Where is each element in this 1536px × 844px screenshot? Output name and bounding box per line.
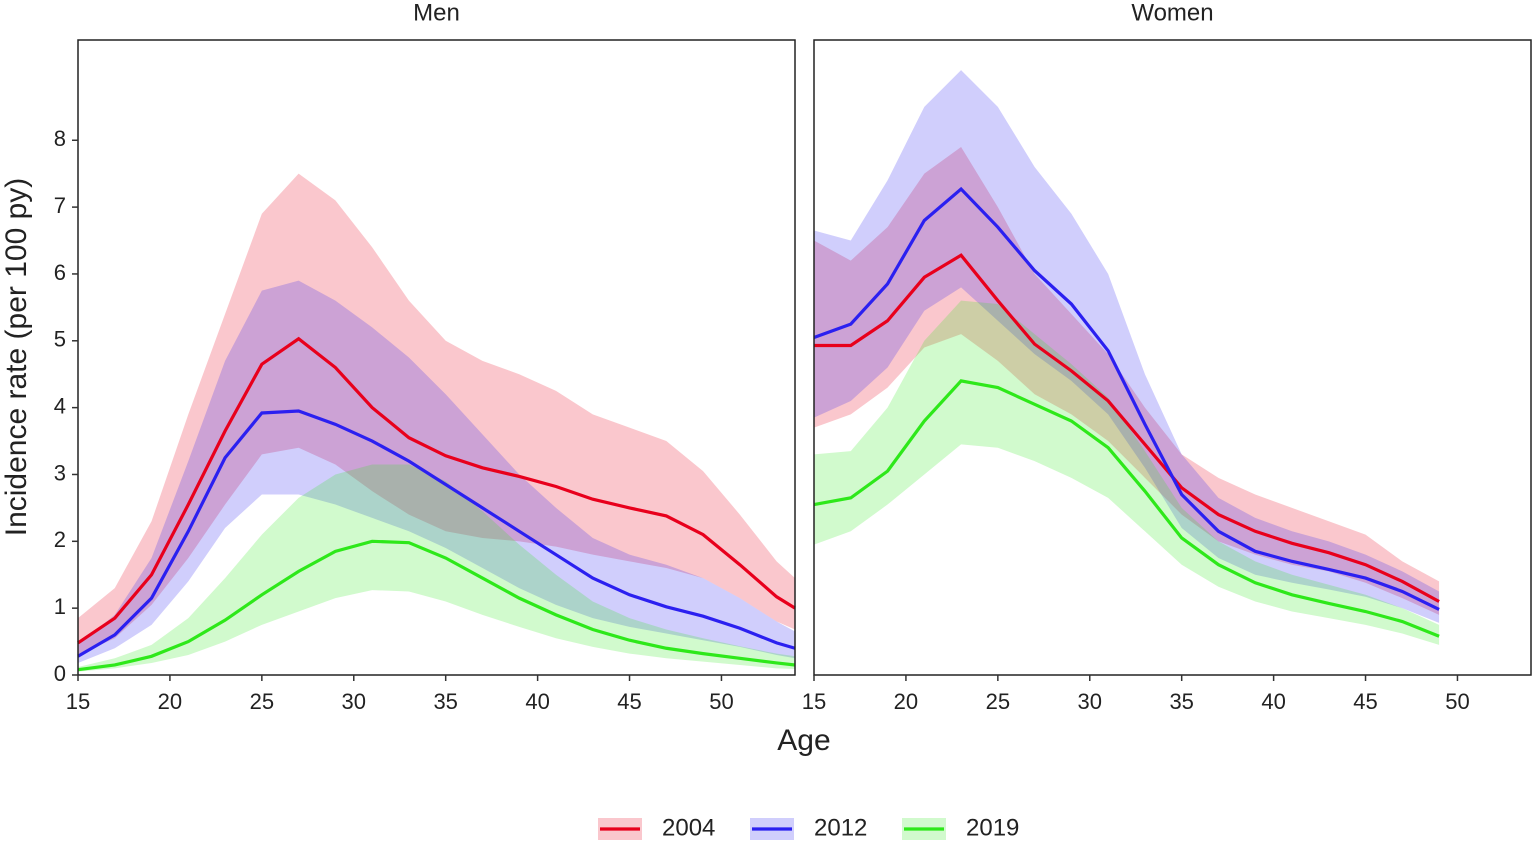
legend-label: 2012 bbox=[814, 814, 867, 841]
legend-label: 2004 bbox=[662, 814, 715, 841]
panel-border bbox=[77, 39, 796, 676]
confidence-band bbox=[78, 464, 795, 672]
x-tick-label: 40 bbox=[1261, 689, 1285, 714]
x-tick-label: 30 bbox=[1078, 689, 1102, 714]
x-tick-label: 30 bbox=[342, 689, 366, 714]
line bbox=[814, 253, 1440, 603]
line bbox=[813, 186, 1440, 611]
x-tick-label: 45 bbox=[1353, 689, 1377, 714]
x-tick-label: 20 bbox=[158, 689, 182, 714]
y-tick-label: 8 bbox=[54, 126, 66, 151]
x-tick-label: 50 bbox=[1445, 689, 1469, 714]
panel-title: Men bbox=[413, 0, 460, 26]
line bbox=[77, 409, 796, 658]
confidence-band bbox=[814, 300, 1440, 645]
y-tick-label: 3 bbox=[54, 460, 66, 485]
y-tick-label: 0 bbox=[54, 661, 66, 686]
legend-label: 2019 bbox=[966, 814, 1019, 841]
panel-title: Women bbox=[1131, 0, 1213, 26]
y-tick-label: 5 bbox=[54, 327, 66, 352]
line bbox=[77, 336, 796, 645]
y-tick-label: 1 bbox=[54, 594, 66, 619]
y-tick-label: 4 bbox=[54, 393, 66, 418]
confidence-band bbox=[814, 70, 1440, 623]
x-tick-label: 35 bbox=[1169, 689, 1193, 714]
x-tick-label: 35 bbox=[433, 689, 457, 714]
x-axis-label: Age bbox=[777, 724, 830, 757]
y-tick-label: 6 bbox=[54, 260, 66, 285]
line bbox=[77, 539, 796, 672]
y-axis-label: Incidence rate (per 100 py) bbox=[0, 178, 33, 537]
y-tick-label: 2 bbox=[54, 527, 66, 552]
x-tick-label: 40 bbox=[525, 689, 549, 714]
x-tick-label: 15 bbox=[66, 689, 90, 714]
confidence-band bbox=[78, 173, 795, 655]
confidence-band bbox=[78, 280, 795, 663]
x-tick-label: 25 bbox=[250, 689, 274, 714]
line bbox=[813, 379, 1440, 638]
x-tick-label: 45 bbox=[617, 689, 641, 714]
x-tick-label: 25 bbox=[986, 689, 1010, 714]
confidence-band bbox=[814, 146, 1440, 615]
panel-border bbox=[813, 39, 1532, 676]
x-tick-label: 20 bbox=[894, 689, 918, 714]
y-tick-label: 7 bbox=[54, 193, 66, 218]
x-tick-label: 50 bbox=[709, 689, 733, 714]
x-tick-label: 15 bbox=[802, 689, 826, 714]
